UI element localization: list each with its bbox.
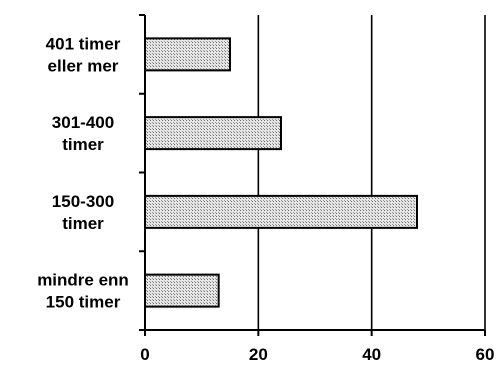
axes: [139, 14, 486, 336]
x-tick-label-20: 20: [249, 345, 268, 364]
x-tick-label-60: 60: [476, 345, 495, 364]
category-label-1-0: 301-400: [52, 113, 114, 132]
bars: [144, 37, 418, 308]
bar-3: [144, 273, 220, 308]
category-label-1-1: timer: [62, 135, 104, 154]
gridlines: [257, 15, 486, 330]
category-label-2-1: timer: [62, 214, 104, 233]
labels: 0 20 40 60 401 timer eller mer 301-400 timer 150…: [37, 34, 494, 364]
bar-0: [144, 37, 231, 72]
category-label-3-1: 150 timer: [46, 293, 121, 312]
x-tick-label-0: 0: [140, 345, 149, 364]
category-label-3-0: mindre enn: [37, 271, 129, 290]
bar-2: [144, 194, 418, 229]
category-label-2-0: 150-300: [52, 192, 114, 211]
category-label-0-1: eller mer: [48, 56, 119, 75]
bar-1: [144, 116, 282, 151]
x-tick-label-40: 40: [362, 345, 381, 364]
category-label-0-0: 401 timer: [46, 34, 121, 53]
